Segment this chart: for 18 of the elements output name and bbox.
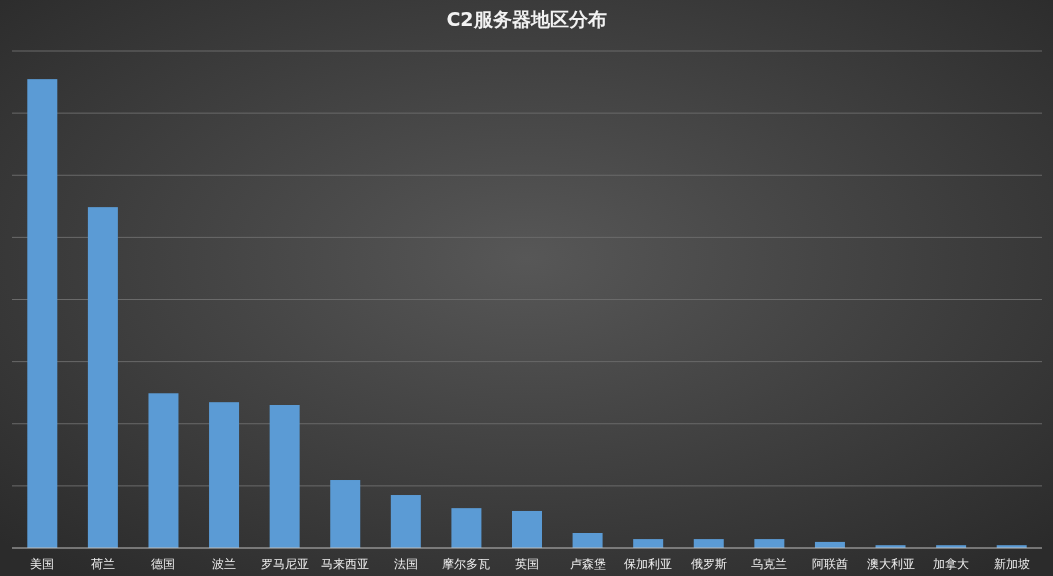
x-tick-label: 加拿大 — [933, 557, 970, 571]
x-tick-label: 卢森堡 — [569, 557, 606, 571]
x-tick-label: 摩尔多瓦 — [442, 557, 491, 571]
x-tick-label: 阿联酋 — [811, 557, 848, 571]
x-tick-label: 法国 — [393, 557, 418, 571]
x-tick-label: 波兰 — [212, 557, 237, 571]
x-tick-label: 美国 — [30, 557, 55, 571]
x-tick-label: 保加利亚 — [624, 557, 673, 571]
x-tick-label: 德国 — [151, 557, 176, 571]
x-tick-label: 英国 — [515, 557, 539, 571]
x-tick-label: 乌克兰 — [751, 557, 788, 571]
x-tick-label: 马来西亚 — [321, 557, 370, 571]
chart-title: C2服务器地区分布 — [446, 8, 607, 30]
x-tick-label: 澳大利亚 — [866, 557, 915, 571]
x-tick-label: 俄罗斯 — [690, 557, 727, 571]
x-tick-label: 荷兰 — [90, 557, 115, 571]
x-tick-label: 罗马尼亚 — [260, 557, 309, 571]
x-tick-label: 新加坡 — [993, 557, 1030, 571]
